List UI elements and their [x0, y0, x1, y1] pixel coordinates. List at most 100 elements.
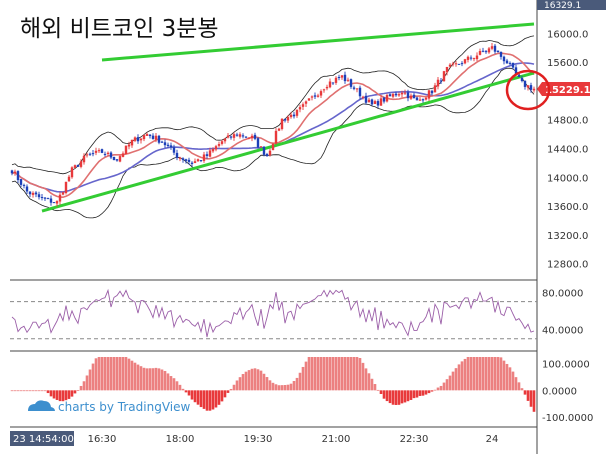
candle-body: [244, 136, 248, 138]
candle: [61, 191, 65, 196]
macd-bar: [139, 366, 143, 391]
macd-bar: [475, 357, 479, 391]
candle: [178, 156, 182, 162]
candle-body: [55, 201, 59, 204]
candle-body: [49, 198, 53, 203]
candle: [49, 195, 53, 206]
candle: [286, 115, 290, 124]
candle-body: [16, 171, 20, 181]
candle-body: [67, 176, 71, 182]
candle-body: [274, 130, 278, 144]
candle: [37, 191, 41, 200]
macd-bar: [406, 390, 410, 402]
macd-bar: [196, 390, 200, 405]
candle-body: [370, 99, 374, 105]
candle-body: [37, 194, 41, 198]
macd-bar: [25, 390, 29, 392]
macd-bar: [520, 388, 524, 391]
candle: [529, 82, 533, 93]
candle: [430, 89, 434, 96]
candle-body: [190, 162, 194, 164]
candle-body: [238, 134, 242, 137]
candle-body: [295, 109, 299, 116]
main-pane: [10, 6, 537, 278]
macd-bar: [346, 357, 350, 391]
macd-bar: [442, 382, 446, 391]
macd-bar: [343, 357, 347, 391]
candle: [253, 132, 257, 141]
candle-body: [397, 94, 401, 96]
candle-body: [484, 51, 488, 53]
start-time-label: 23 14:54:00: [13, 434, 74, 445]
candle: [406, 89, 410, 102]
candle-body: [301, 104, 305, 107]
candle-body: [376, 101, 380, 106]
candle: [208, 147, 212, 158]
candle: [130, 139, 134, 148]
candle-body: [532, 88, 536, 91]
macd-bar: [421, 390, 425, 396]
macd-bar: [226, 390, 230, 393]
candle-body: [133, 137, 137, 141]
macd-bar: [121, 357, 125, 391]
candle-body: [400, 92, 404, 95]
candle: [265, 152, 269, 157]
candle: [358, 85, 362, 100]
macd-bar: [364, 368, 368, 391]
candle: [244, 136, 248, 139]
macd-bar: [496, 357, 500, 391]
candle: [85, 152, 89, 158]
macd-bar: [382, 390, 386, 399]
candle: [109, 151, 113, 160]
macd-bar: [130, 360, 134, 391]
candle-body: [169, 145, 173, 148]
macd-bar: [340, 357, 344, 391]
candle: [247, 137, 251, 140]
candle: [127, 141, 131, 150]
main-y-tick: 14400.0: [547, 145, 588, 156]
macd-bar: [529, 390, 533, 407]
candle-body: [526, 85, 530, 88]
macd-bar: [70, 390, 74, 397]
candle-body: [73, 165, 77, 168]
candle: [175, 149, 179, 161]
macd-bar: [223, 390, 227, 398]
candle: [511, 62, 515, 70]
macd-bar: [436, 387, 440, 391]
macd-bar: [283, 384, 287, 391]
macd-bar: [151, 368, 155, 391]
current-price-tag: [537, 82, 590, 96]
candle-body: [124, 145, 128, 155]
candle: [298, 104, 302, 113]
candle-body: [103, 153, 107, 155]
macd-bar: [445, 379, 449, 391]
candle: [133, 136, 137, 143]
candle-body: [502, 56, 506, 62]
candle: [436, 77, 440, 90]
macd-bar: [499, 357, 503, 391]
candle: [403, 89, 407, 95]
candle: [19, 178, 23, 188]
macd-bar: [160, 369, 164, 391]
candle-body: [139, 138, 143, 141]
macd-bar: [328, 357, 332, 391]
candle-body: [388, 94, 392, 97]
candle: [412, 92, 416, 99]
candle: [181, 157, 185, 163]
rsi-y-tick: 40.0000: [542, 325, 583, 336]
candle-body: [85, 154, 89, 156]
candle-body: [367, 99, 371, 103]
macd-bar: [274, 384, 278, 391]
rsi-y-tick: 80.0000: [542, 288, 583, 299]
candle-body: [436, 79, 440, 87]
candle-body: [175, 152, 179, 158]
candle-body: [187, 159, 191, 162]
macd-bar: [40, 390, 44, 392]
candle-body: [325, 86, 329, 89]
macd-bar: [124, 357, 128, 391]
candle-body: [112, 156, 116, 161]
candle-body: [10, 170, 14, 174]
main-y-tick: 14000.0: [547, 173, 588, 184]
macd-bar: [256, 369, 260, 391]
candle: [280, 118, 284, 131]
